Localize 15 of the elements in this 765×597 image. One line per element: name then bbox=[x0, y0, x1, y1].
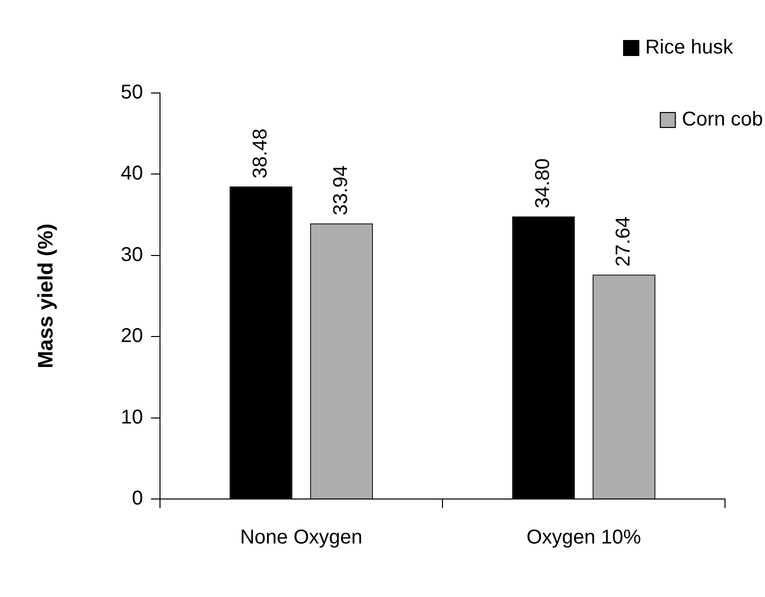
y-tick-label: 50 bbox=[120, 82, 143, 104]
x-tick-label: Oxygen 10% bbox=[526, 526, 642, 549]
data-label: 33.94 bbox=[330, 165, 352, 216]
y-tick-label: 10 bbox=[120, 406, 143, 428]
legend-label: Corn cob bbox=[682, 108, 764, 131]
x-tick-label: None Oxygen bbox=[240, 526, 362, 549]
data-label: 38.48 bbox=[250, 128, 272, 179]
y-tick-label: 20 bbox=[120, 325, 143, 348]
data-label: 27.64 bbox=[612, 216, 635, 267]
y-axis-title: Mass yield (%) bbox=[34, 224, 58, 368]
y-tick-label: 40 bbox=[120, 162, 143, 185]
legend-label: Rice husk bbox=[645, 36, 734, 59]
data-label: 34.80 bbox=[532, 158, 554, 208]
y-tick-label: 0 bbox=[132, 488, 143, 510]
y-tick-label: 30 bbox=[120, 244, 143, 266]
